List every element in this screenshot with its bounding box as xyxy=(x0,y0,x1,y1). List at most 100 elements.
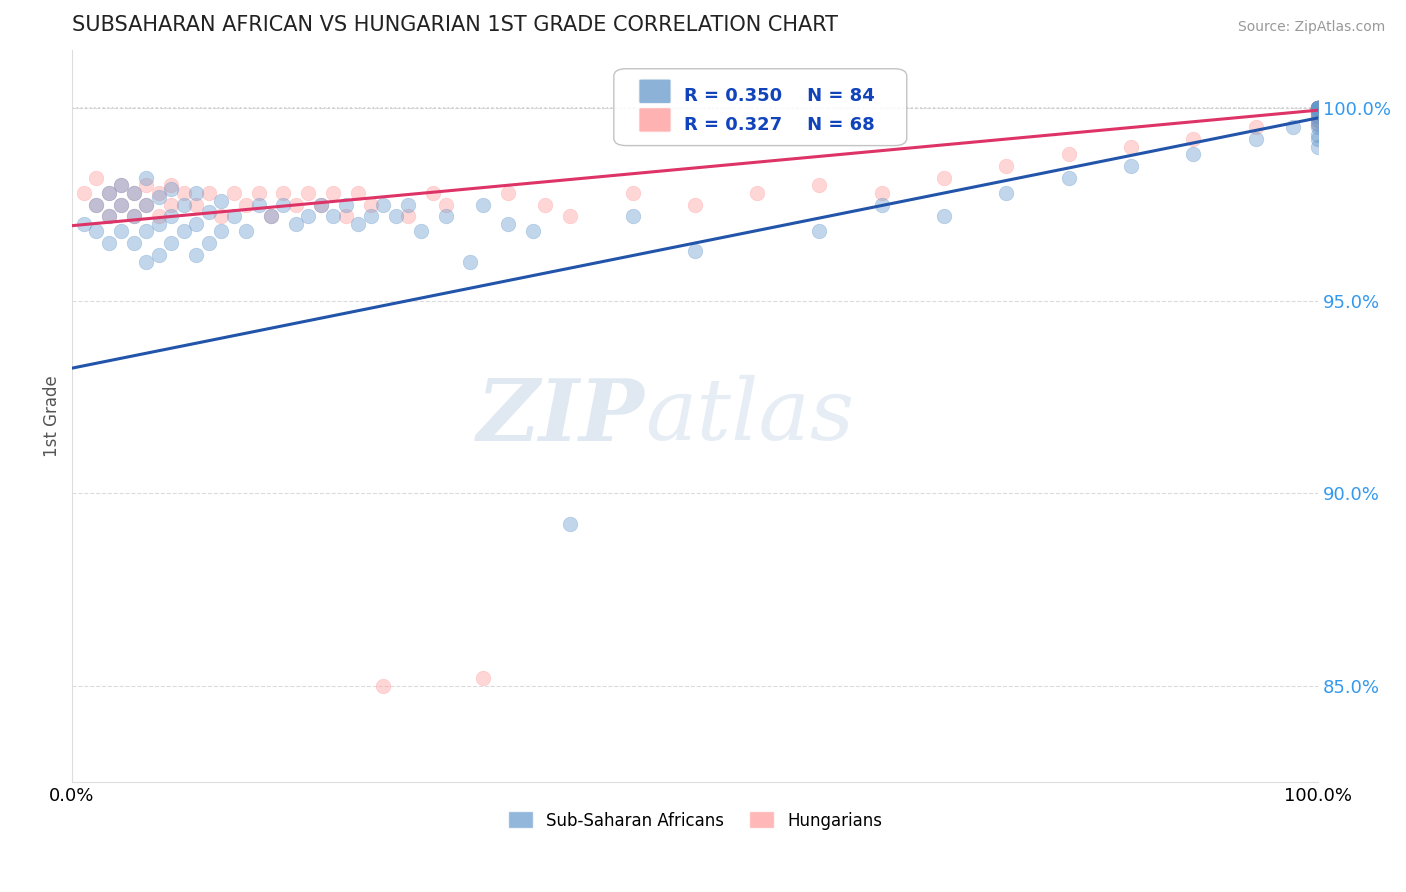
Point xyxy=(1308,105,1330,120)
Point xyxy=(135,197,157,211)
Point xyxy=(1308,101,1330,115)
Point xyxy=(995,186,1018,200)
Point xyxy=(1121,159,1143,173)
Point xyxy=(1308,112,1330,127)
Point xyxy=(934,209,956,223)
Text: ZIP: ZIP xyxy=(477,375,645,458)
Point xyxy=(110,225,132,239)
Point xyxy=(683,244,706,258)
Point xyxy=(396,197,419,211)
Point xyxy=(347,186,370,200)
Point xyxy=(808,178,831,193)
Point xyxy=(422,186,444,200)
Legend: Sub-Saharan Africans, Hungarians: Sub-Saharan Africans, Hungarians xyxy=(501,805,889,836)
Point xyxy=(1308,109,1330,123)
Point xyxy=(186,197,208,211)
Point xyxy=(1308,132,1330,146)
Point xyxy=(1308,120,1330,135)
Point xyxy=(1308,101,1330,115)
Point xyxy=(197,186,219,200)
Point xyxy=(1308,101,1330,115)
Point xyxy=(122,235,145,250)
Point xyxy=(209,225,232,239)
Point xyxy=(173,186,195,200)
Point xyxy=(621,186,644,200)
Point xyxy=(86,197,108,211)
Point xyxy=(209,209,232,223)
Point xyxy=(1308,105,1330,120)
Point xyxy=(110,178,132,193)
Point xyxy=(222,186,245,200)
Point xyxy=(1182,132,1205,146)
Point xyxy=(1308,101,1330,115)
Point xyxy=(284,217,307,231)
Point xyxy=(273,186,295,200)
Point xyxy=(148,247,170,261)
Point xyxy=(86,225,108,239)
Y-axis label: 1st Grade: 1st Grade xyxy=(44,376,60,458)
Point xyxy=(284,197,307,211)
Point xyxy=(1308,101,1330,115)
Point xyxy=(122,209,145,223)
Point xyxy=(1182,147,1205,161)
FancyBboxPatch shape xyxy=(638,79,671,103)
Point xyxy=(384,209,406,223)
Point xyxy=(247,197,270,211)
Text: R = 0.327    N = 68: R = 0.327 N = 68 xyxy=(683,116,875,134)
Point xyxy=(1308,112,1330,127)
Point xyxy=(360,197,382,211)
Point xyxy=(1308,101,1330,115)
Point xyxy=(373,197,395,211)
Point xyxy=(621,209,644,223)
Point xyxy=(148,217,170,231)
Point xyxy=(1308,101,1330,115)
Point xyxy=(409,225,432,239)
Point xyxy=(122,186,145,200)
Point xyxy=(73,217,96,231)
Point xyxy=(160,197,183,211)
Point xyxy=(1308,101,1330,115)
Point xyxy=(197,205,219,219)
Point xyxy=(1308,109,1330,123)
Point xyxy=(222,209,245,223)
Point xyxy=(1308,101,1330,115)
Point xyxy=(110,178,132,193)
Point xyxy=(260,209,283,223)
Point xyxy=(1308,128,1330,143)
Point xyxy=(122,186,145,200)
Text: R = 0.350    N = 84: R = 0.350 N = 84 xyxy=(683,87,875,105)
Point xyxy=(1308,105,1330,120)
Point xyxy=(1308,101,1330,115)
FancyBboxPatch shape xyxy=(614,69,907,145)
Point xyxy=(870,197,893,211)
Point xyxy=(73,186,96,200)
Point xyxy=(135,197,157,211)
Point xyxy=(186,186,208,200)
Point xyxy=(1308,101,1330,115)
Point xyxy=(160,235,183,250)
Point xyxy=(1308,105,1330,120)
Point xyxy=(97,235,120,250)
Point xyxy=(335,209,357,223)
Point xyxy=(870,186,893,200)
Point xyxy=(110,197,132,211)
Point xyxy=(1308,101,1330,115)
Point xyxy=(1308,101,1330,115)
Point xyxy=(86,170,108,185)
Point xyxy=(160,182,183,196)
Point xyxy=(160,178,183,193)
Point xyxy=(309,197,332,211)
Point xyxy=(1308,117,1330,131)
Point xyxy=(97,209,120,223)
Point xyxy=(1308,101,1330,115)
Point xyxy=(1308,101,1330,115)
FancyBboxPatch shape xyxy=(638,108,671,132)
Point xyxy=(197,235,219,250)
Point xyxy=(309,197,332,211)
Point xyxy=(148,209,170,223)
Point xyxy=(496,217,519,231)
Point xyxy=(1308,109,1330,123)
Point xyxy=(297,209,319,223)
Point xyxy=(1308,101,1330,115)
Point xyxy=(97,209,120,223)
